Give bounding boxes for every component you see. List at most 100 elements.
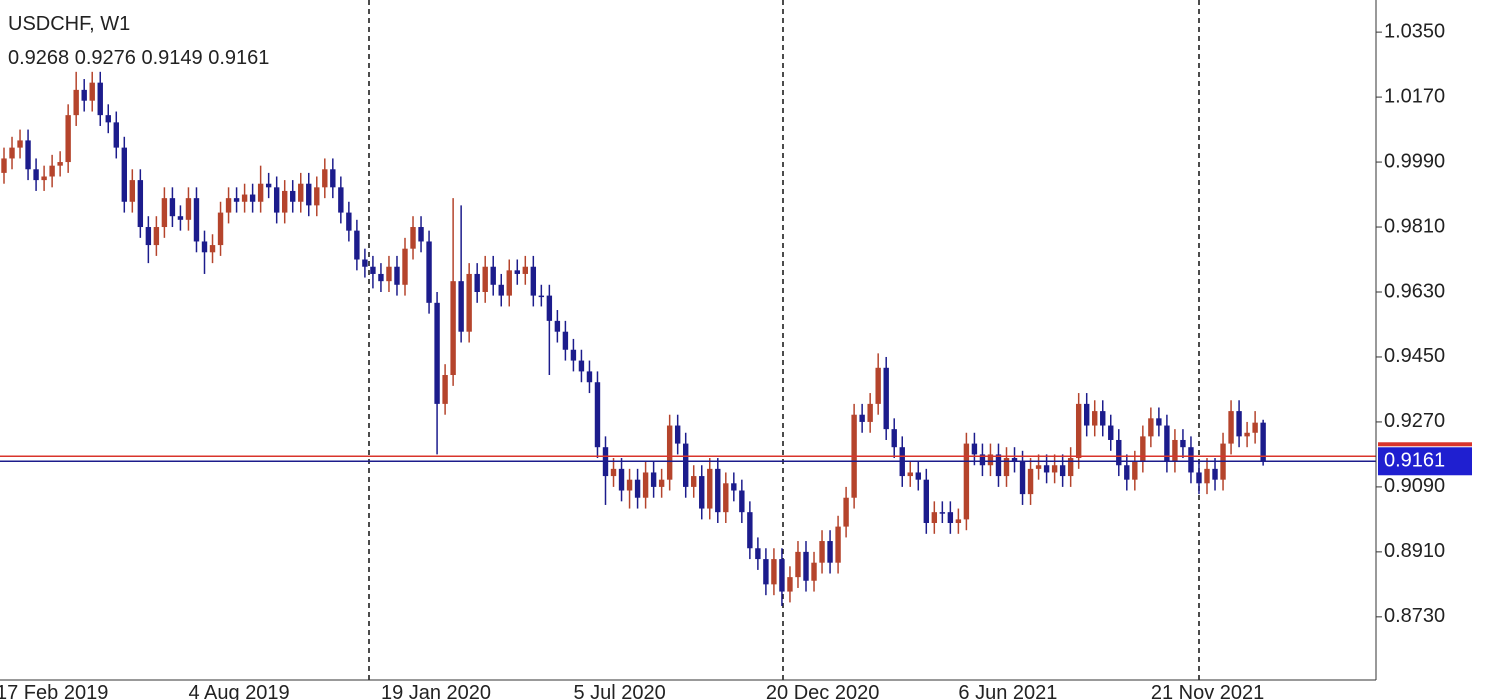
y-tick-label: 0.8910 [1384, 540, 1445, 562]
candle-body [314, 187, 320, 206]
candle-body [747, 512, 753, 549]
candle-body [129, 180, 136, 202]
candle-body [33, 169, 39, 181]
y-tick-label: 0.8730 [1384, 605, 1445, 627]
candle-body [41, 176, 47, 181]
candle-body [1252, 422, 1258, 433]
x-tick-label: 5 Jul 2020 [573, 682, 665, 700]
plot-area [0, 71, 1376, 607]
candle-body [715, 468, 721, 513]
candle-body [771, 559, 777, 585]
candle-body [434, 302, 440, 404]
candle-body [867, 403, 873, 422]
y-tick-label: 1.0350 [1384, 20, 1445, 42]
candle-body [65, 115, 71, 163]
candle-body [282, 190, 288, 213]
candle-body [763, 559, 769, 585]
candle-body [177, 216, 184, 220]
candle-body [442, 375, 448, 404]
price-label: 0.9161 [1384, 450, 1445, 472]
candle-body [971, 443, 978, 455]
candle-body [370, 266, 376, 274]
candle-body [265, 183, 272, 188]
chart-title: USDCHF, W1 [8, 13, 130, 35]
candle-body [306, 183, 312, 206]
candle-body [739, 490, 745, 513]
candle-body [907, 472, 913, 477]
candle-body [1100, 411, 1106, 426]
candle-body [979, 454, 986, 466]
candle-body [474, 273, 480, 292]
candle-body [666, 425, 673, 480]
candle-body [883, 367, 889, 430]
candle-body [1172, 439, 1178, 462]
candle-body [233, 198, 240, 202]
candle-body [346, 212, 352, 231]
candle-body [217, 212, 224, 246]
candle-body [161, 198, 168, 228]
candle-body [995, 454, 1002, 477]
candle-body [1132, 461, 1138, 480]
candle-body [153, 227, 160, 246]
candle-body [9, 147, 15, 159]
candle-body [522, 266, 528, 274]
candle-body [1164, 425, 1170, 462]
candle-body [618, 468, 625, 491]
candle-body [843, 497, 849, 527]
candle-body [586, 371, 593, 383]
y-tick-label: 0.9630 [1384, 280, 1445, 302]
candle-body [298, 183, 304, 202]
candle-body [1236, 411, 1242, 437]
candle-body [418, 227, 424, 242]
candle-body [787, 577, 793, 592]
high-value: 0.9276 [75, 47, 136, 69]
candle-body [634, 479, 641, 498]
candle-body [145, 227, 152, 246]
candle-body [113, 122, 119, 148]
candle-body [169, 198, 176, 217]
candle-body [530, 266, 537, 296]
candle-body [915, 472, 921, 480]
x-tick-label: 4 Aug 2019 [188, 682, 289, 700]
candle-body [1, 158, 7, 173]
candle-body [121, 147, 127, 202]
candle-body [626, 479, 633, 491]
candle-body [1019, 461, 1026, 495]
candle-body [426, 241, 432, 303]
candle-body [1140, 436, 1146, 462]
candle-body [987, 454, 994, 466]
candle-body [683, 443, 689, 487]
candle-body [779, 559, 785, 592]
open-value: 0.9268 [8, 47, 69, 69]
candle-body [105, 115, 111, 123]
candle-body [362, 259, 368, 267]
candle-body [1260, 422, 1266, 462]
y-tick-label: 1.0170 [1384, 85, 1445, 107]
y-tick-label: 0.9450 [1384, 345, 1445, 367]
candle-body [811, 562, 817, 581]
candle-body [249, 194, 256, 202]
candle-body [209, 245, 216, 253]
price-label-box [1378, 447, 1472, 476]
candle-body [1244, 432, 1250, 437]
candle-body [1108, 425, 1114, 440]
candle-body [450, 281, 456, 376]
candle-body [1075, 403, 1082, 459]
candle-body [330, 169, 336, 188]
candle-body [610, 468, 617, 477]
candle-body [875, 367, 881, 404]
candle-body [322, 169, 328, 188]
candle-body [394, 266, 400, 285]
candle-body [803, 551, 809, 581]
candle-body [410, 227, 416, 249]
candle-body [1116, 439, 1122, 466]
candle-body [658, 479, 665, 487]
candle-body [290, 190, 296, 202]
candle-body [1124, 465, 1130, 480]
candle-body [554, 320, 561, 332]
candle-body [731, 483, 737, 491]
candle-body [506, 270, 512, 296]
candle-body [273, 187, 280, 213]
